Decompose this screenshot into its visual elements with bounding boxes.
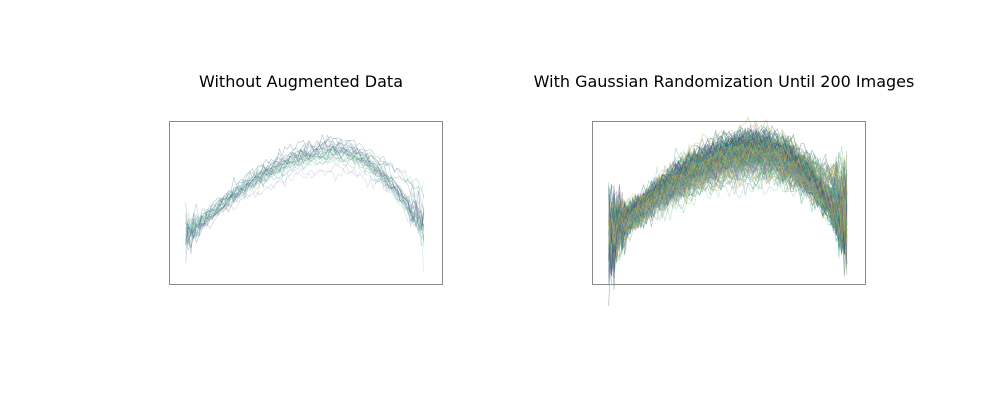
series-line xyxy=(185,148,425,241)
series-line xyxy=(608,128,848,269)
plot-frame-left xyxy=(169,121,443,285)
series-line xyxy=(185,141,425,244)
series-group-left xyxy=(185,133,425,273)
series-line xyxy=(185,147,425,263)
series-line xyxy=(185,156,425,245)
series-line xyxy=(185,157,425,247)
series-line xyxy=(185,149,425,245)
series-line xyxy=(185,145,425,251)
series-line xyxy=(608,146,848,236)
series-line xyxy=(608,132,848,254)
series-line xyxy=(185,141,425,255)
series-line xyxy=(185,164,425,248)
series-line xyxy=(185,144,425,245)
series-line xyxy=(185,134,425,234)
series-line xyxy=(185,140,425,244)
series-line xyxy=(185,150,425,247)
chart-right xyxy=(592,116,866,307)
series-line xyxy=(185,142,425,248)
series-line xyxy=(608,135,848,251)
series-line xyxy=(185,133,425,239)
series-line xyxy=(185,137,425,238)
series-group-right xyxy=(608,116,848,307)
series-line xyxy=(185,150,425,273)
series-line xyxy=(185,146,425,249)
series-line xyxy=(185,144,425,241)
chart-title-right: With Gaussian Randomization Until 200 Im… xyxy=(533,72,915,91)
series-line xyxy=(185,146,425,242)
series-line xyxy=(608,159,848,279)
series-line xyxy=(185,168,425,246)
series-line xyxy=(185,151,425,240)
chart-left xyxy=(169,121,443,285)
series-line xyxy=(185,147,424,255)
series-line xyxy=(185,145,425,242)
series-line xyxy=(185,155,425,248)
plot-frame-right xyxy=(592,121,866,285)
chart-title-left: Without Augmented Data xyxy=(199,72,403,91)
series-line xyxy=(185,145,425,250)
series-line xyxy=(608,161,848,247)
series-line xyxy=(608,132,848,245)
